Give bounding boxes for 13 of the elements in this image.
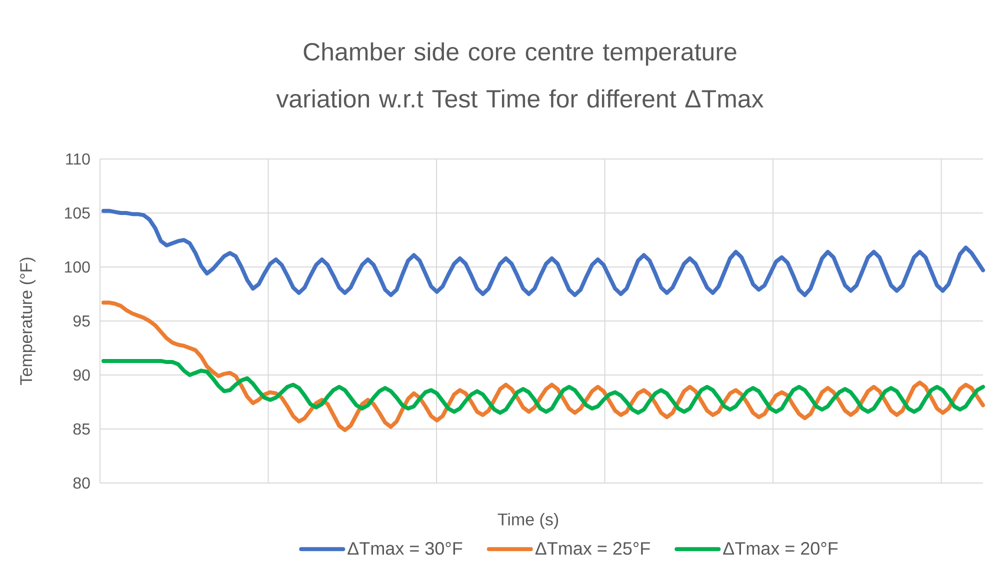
y-tick-label: 110: [66, 153, 90, 165]
legend-label: ΔTmax = 20°F: [723, 542, 838, 555]
y-tick-label: 105: [65, 207, 90, 219]
y-tick-label: 80: [73, 477, 90, 489]
y-axis-title: Temperature (°F): [20, 258, 36, 385]
legend-label: ΔTmax = 30°F: [348, 542, 462, 555]
y-tick-label: 85: [73, 423, 90, 435]
y-tick-label: 95: [73, 315, 90, 327]
y-tick-label: 100: [65, 261, 90, 273]
x-axis-title: Time (s): [498, 513, 558, 529]
legend-label: ΔTmax = 25°F: [535, 542, 650, 555]
chart-title: Chamber side core centre temperature variation w.r.t Test Time for different ΔTmax: [276, 42, 764, 108]
y-tick-label: 90: [73, 369, 90, 381]
